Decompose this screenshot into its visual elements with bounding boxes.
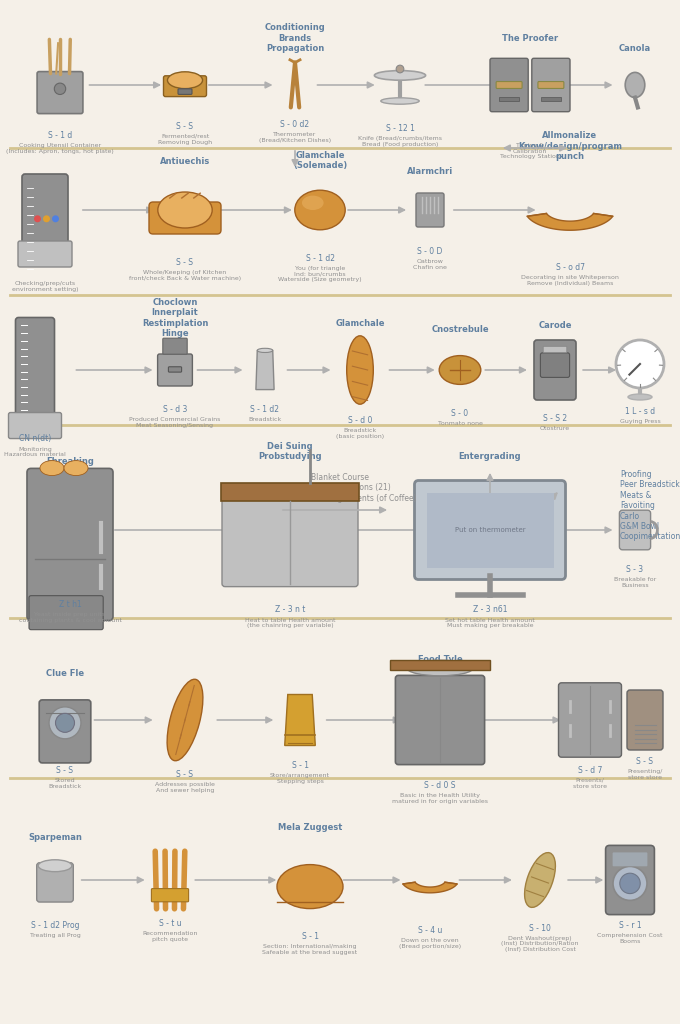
Text: Guying Press: Guying Press — [619, 419, 660, 424]
Text: Yeast inside prep units
containing plants & cool amount: Yeast inside prep units containing plant… — [18, 612, 122, 623]
Ellipse shape — [347, 336, 373, 404]
FancyBboxPatch shape — [395, 676, 485, 765]
Ellipse shape — [302, 196, 324, 210]
Text: Decorating in site Whiteperson
Remove (Individual) Beams: Decorating in site Whiteperson Remove (I… — [521, 275, 619, 287]
Text: Basic in the Health Utility
matured in for origin variables: Basic in the Health Utility matured in f… — [392, 794, 488, 804]
Circle shape — [56, 714, 75, 732]
Ellipse shape — [407, 660, 473, 676]
FancyBboxPatch shape — [415, 480, 566, 580]
Circle shape — [34, 215, 41, 222]
FancyBboxPatch shape — [541, 353, 570, 378]
Text: S - 0 d2: S - 0 d2 — [280, 120, 309, 129]
Polygon shape — [403, 883, 457, 893]
Circle shape — [619, 873, 640, 894]
FancyBboxPatch shape — [16, 317, 54, 423]
FancyBboxPatch shape — [178, 89, 192, 94]
Text: Conditioning
Brands
Propagation: Conditioning Brands Propagation — [265, 24, 325, 53]
Text: Clue Fle: Clue Fle — [46, 669, 84, 678]
FancyBboxPatch shape — [158, 354, 192, 386]
Ellipse shape — [277, 864, 343, 908]
Polygon shape — [527, 213, 613, 230]
Text: Dent Washout(prep)
(Inst) Distribution/Ration
(Insf) Distribution Cost: Dent Washout(prep) (Inst) Distribution/R… — [501, 936, 579, 952]
FancyBboxPatch shape — [37, 72, 83, 114]
Circle shape — [43, 215, 50, 222]
FancyBboxPatch shape — [152, 889, 188, 902]
FancyBboxPatch shape — [163, 338, 187, 354]
Text: Canola: Canola — [619, 44, 651, 53]
Text: Thermometer
(Bread/Kitchen Dishes): Thermometer (Bread/Kitchen Dishes) — [259, 132, 331, 142]
Text: Food Tyle: Food Tyle — [418, 655, 462, 664]
FancyBboxPatch shape — [613, 852, 647, 866]
FancyBboxPatch shape — [499, 97, 520, 101]
Text: Z - 3 n61: Z - 3 n61 — [473, 605, 507, 614]
Ellipse shape — [158, 193, 212, 228]
Text: S - 12 1: S - 12 1 — [386, 124, 414, 133]
Text: Entergrading: Entergrading — [459, 452, 522, 461]
Ellipse shape — [64, 461, 88, 475]
Text: You (for triangle
Ind: bun/crumbs
Waterside (Size geometry): You (for triangle Ind: bun/crumbs Waters… — [278, 265, 362, 283]
FancyBboxPatch shape — [532, 58, 570, 112]
Text: Whole/Keeping (of Kitchen
front/check Back & Water machine): Whole/Keeping (of Kitchen front/check Ba… — [129, 270, 241, 281]
Text: Down on the oven
(Bread portion/size): Down on the oven (Bread portion/size) — [399, 938, 461, 948]
Text: S - 3: S - 3 — [626, 565, 643, 573]
Text: Oatbrow
Chafin one: Oatbrow Chafin one — [413, 259, 447, 269]
Text: Choclown
Innerplait
Restimplation
Hinge: Choclown Innerplait Restimplation Hinge — [142, 298, 208, 338]
Text: Timing &
Calibration
Technology Station: Timing & Calibration Technology Station — [500, 142, 560, 160]
Text: Cnostrebule: Cnostrebule — [431, 325, 489, 334]
Text: S - S: S - S — [636, 757, 653, 766]
Ellipse shape — [524, 853, 556, 907]
Ellipse shape — [38, 860, 72, 871]
Text: Presents/
store store: Presents/ store store — [573, 778, 607, 788]
Ellipse shape — [628, 394, 652, 400]
FancyBboxPatch shape — [29, 596, 103, 630]
FancyBboxPatch shape — [627, 690, 663, 750]
FancyBboxPatch shape — [22, 174, 68, 257]
FancyBboxPatch shape — [221, 482, 359, 501]
Text: Blanket Course
Hazardous conditions (21)
Measurements & Ingredients (of Coffee): Blanket Course Hazardous conditions (21)… — [263, 473, 417, 503]
Text: Breakable for
Business: Breakable for Business — [614, 577, 656, 588]
Text: S - S: S - S — [177, 122, 194, 131]
Text: Recommendation
pitch quote: Recommendation pitch quote — [142, 931, 198, 942]
FancyBboxPatch shape — [222, 498, 358, 587]
Ellipse shape — [439, 355, 481, 384]
FancyBboxPatch shape — [558, 683, 622, 757]
Text: S - 4 u: S - 4 u — [418, 926, 442, 935]
Text: Mela Zuggest: Mela Zuggest — [278, 823, 342, 831]
FancyBboxPatch shape — [8, 413, 61, 438]
Text: S - t u: S - t u — [158, 920, 182, 928]
Text: Stored
Breadstick: Stored Breadstick — [48, 778, 82, 788]
FancyBboxPatch shape — [390, 660, 490, 670]
Text: Dei Suing
Probstudying: Dei Suing Probstudying — [258, 441, 322, 461]
Text: S - r 1: S - r 1 — [619, 922, 641, 931]
FancyBboxPatch shape — [490, 58, 528, 112]
Text: S - S: S - S — [56, 766, 73, 775]
Ellipse shape — [167, 679, 203, 761]
FancyBboxPatch shape — [149, 202, 221, 234]
FancyBboxPatch shape — [37, 862, 73, 902]
FancyBboxPatch shape — [27, 468, 113, 621]
FancyBboxPatch shape — [163, 76, 207, 96]
Ellipse shape — [295, 190, 345, 229]
Text: Fermented/rest
Removing Dough: Fermented/rest Removing Dough — [158, 134, 212, 144]
Text: Heat to table Health amount
(the chainring per variable): Heat to table Health amount (the chainri… — [245, 617, 335, 629]
Text: S - 0: S - 0 — [452, 410, 469, 418]
Ellipse shape — [40, 461, 64, 475]
Text: Monitoring
Hazardous material: Monitoring Hazardous material — [4, 446, 66, 458]
Circle shape — [54, 83, 66, 94]
Text: Produced Commercial Grains
Meat Seasoning/Sensing: Produced Commercial Grains Meat Seasonin… — [129, 417, 221, 428]
Polygon shape — [285, 694, 316, 745]
Text: Set hot table Health amount
Must making per breakable: Set hot table Health amount Must making … — [445, 617, 535, 629]
FancyBboxPatch shape — [534, 340, 576, 400]
Text: S - 1: S - 1 — [301, 933, 318, 941]
FancyBboxPatch shape — [619, 510, 651, 550]
Text: S - S: S - S — [177, 770, 194, 779]
Text: Store/arrangement
Stepping steps: Store/arrangement Stepping steps — [270, 773, 330, 784]
Text: S - 1 d2: S - 1 d2 — [250, 404, 279, 414]
Text: The Proofer: The Proofer — [502, 34, 558, 43]
Text: S - 1 d2 Prog: S - 1 d2 Prog — [31, 922, 80, 931]
Text: Glamchale: Glamchale — [335, 319, 385, 328]
FancyBboxPatch shape — [606, 846, 654, 914]
Text: Knife (Bread/crumbs/items
Bread (Food production): Knife (Bread/crumbs/items Bread (Food pr… — [358, 136, 442, 147]
FancyBboxPatch shape — [426, 493, 554, 567]
Text: Treating all Prog: Treating all Prog — [30, 934, 80, 938]
